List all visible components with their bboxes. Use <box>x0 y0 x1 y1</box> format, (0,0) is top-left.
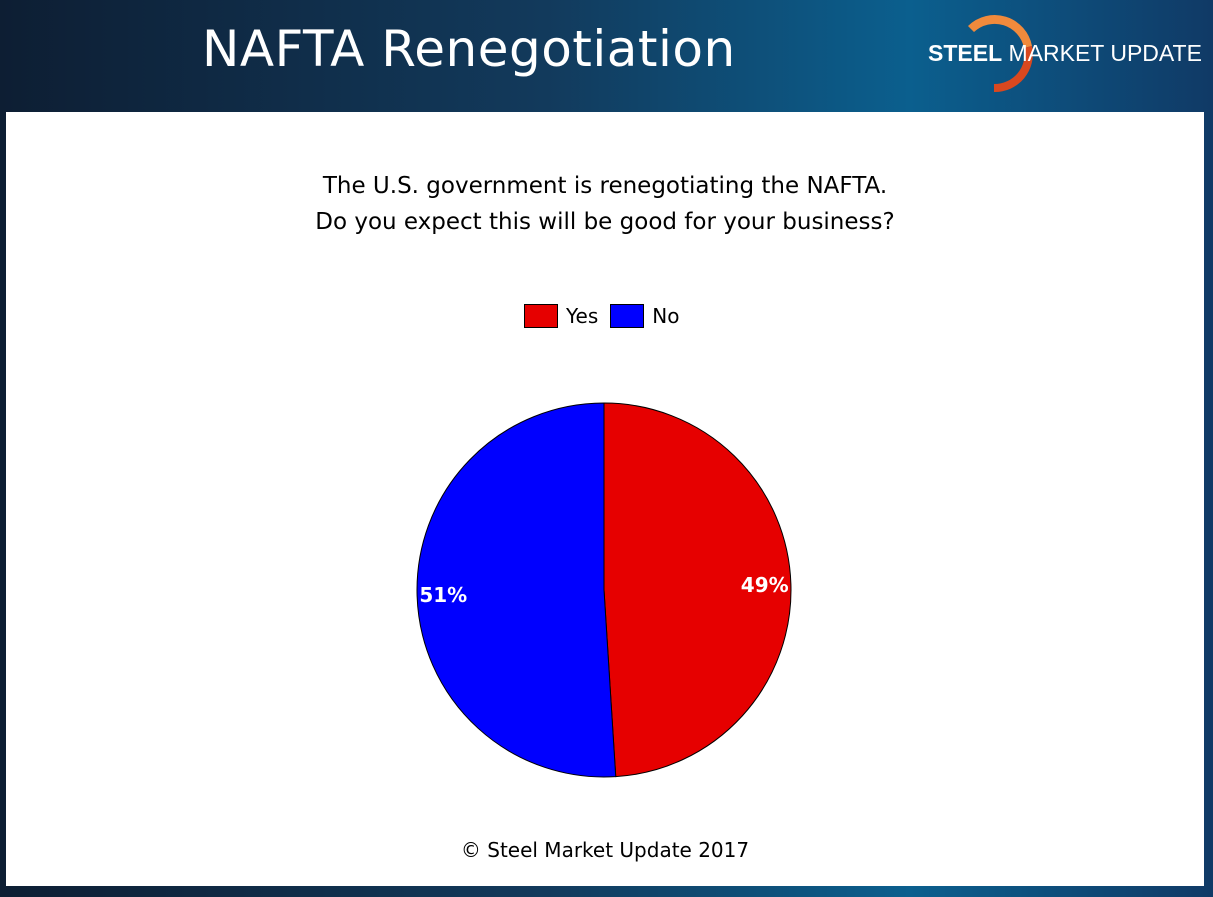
logo-text: STEEL MARKET UPDATE <box>928 40 1202 67</box>
legend-swatch-no <box>610 304 645 328</box>
pie-slice-yes <box>603 402 792 778</box>
chart-title-line-1: The U.S. government is renegotiating the… <box>322 173 888 199</box>
chart-title: The U.S. government is renegotiating the… <box>6 168 1204 240</box>
legend-swatch-yes <box>524 304 558 328</box>
logo-text-bold: STEEL <box>928 40 1003 66</box>
logo-swoosh-icon <box>968 15 1033 93</box>
slide-title: NAFTA Renegotiation <box>202 20 736 78</box>
legend-label-no: No <box>652 304 680 328</box>
pie-label-no: 51% <box>419 583 467 607</box>
legend-item-yes: Yes <box>524 304 598 328</box>
pie-chart: 49% 51% <box>416 402 792 778</box>
copyright-text: © Steel Market Update 2017 <box>460 838 750 862</box>
pie-label-yes: 49% <box>741 573 789 597</box>
slide-header: NAFTA Renegotiation STEEL MARKET UPDATE <box>0 0 1213 112</box>
chart-panel: The U.S. government is renegotiating the… <box>6 112 1204 886</box>
chart-legend: Yes No <box>524 302 692 330</box>
pie-slice-no <box>416 402 617 778</box>
chart-title-line-2: Do you expect this will be good for your… <box>315 209 895 235</box>
logo-text-regular: MARKET UPDATE <box>1008 40 1202 66</box>
steel-market-update-logo: STEEL MARKET UPDATE <box>920 10 1210 96</box>
legend-item-no: No <box>610 304 680 328</box>
legend-label-yes: Yes <box>566 304 599 328</box>
